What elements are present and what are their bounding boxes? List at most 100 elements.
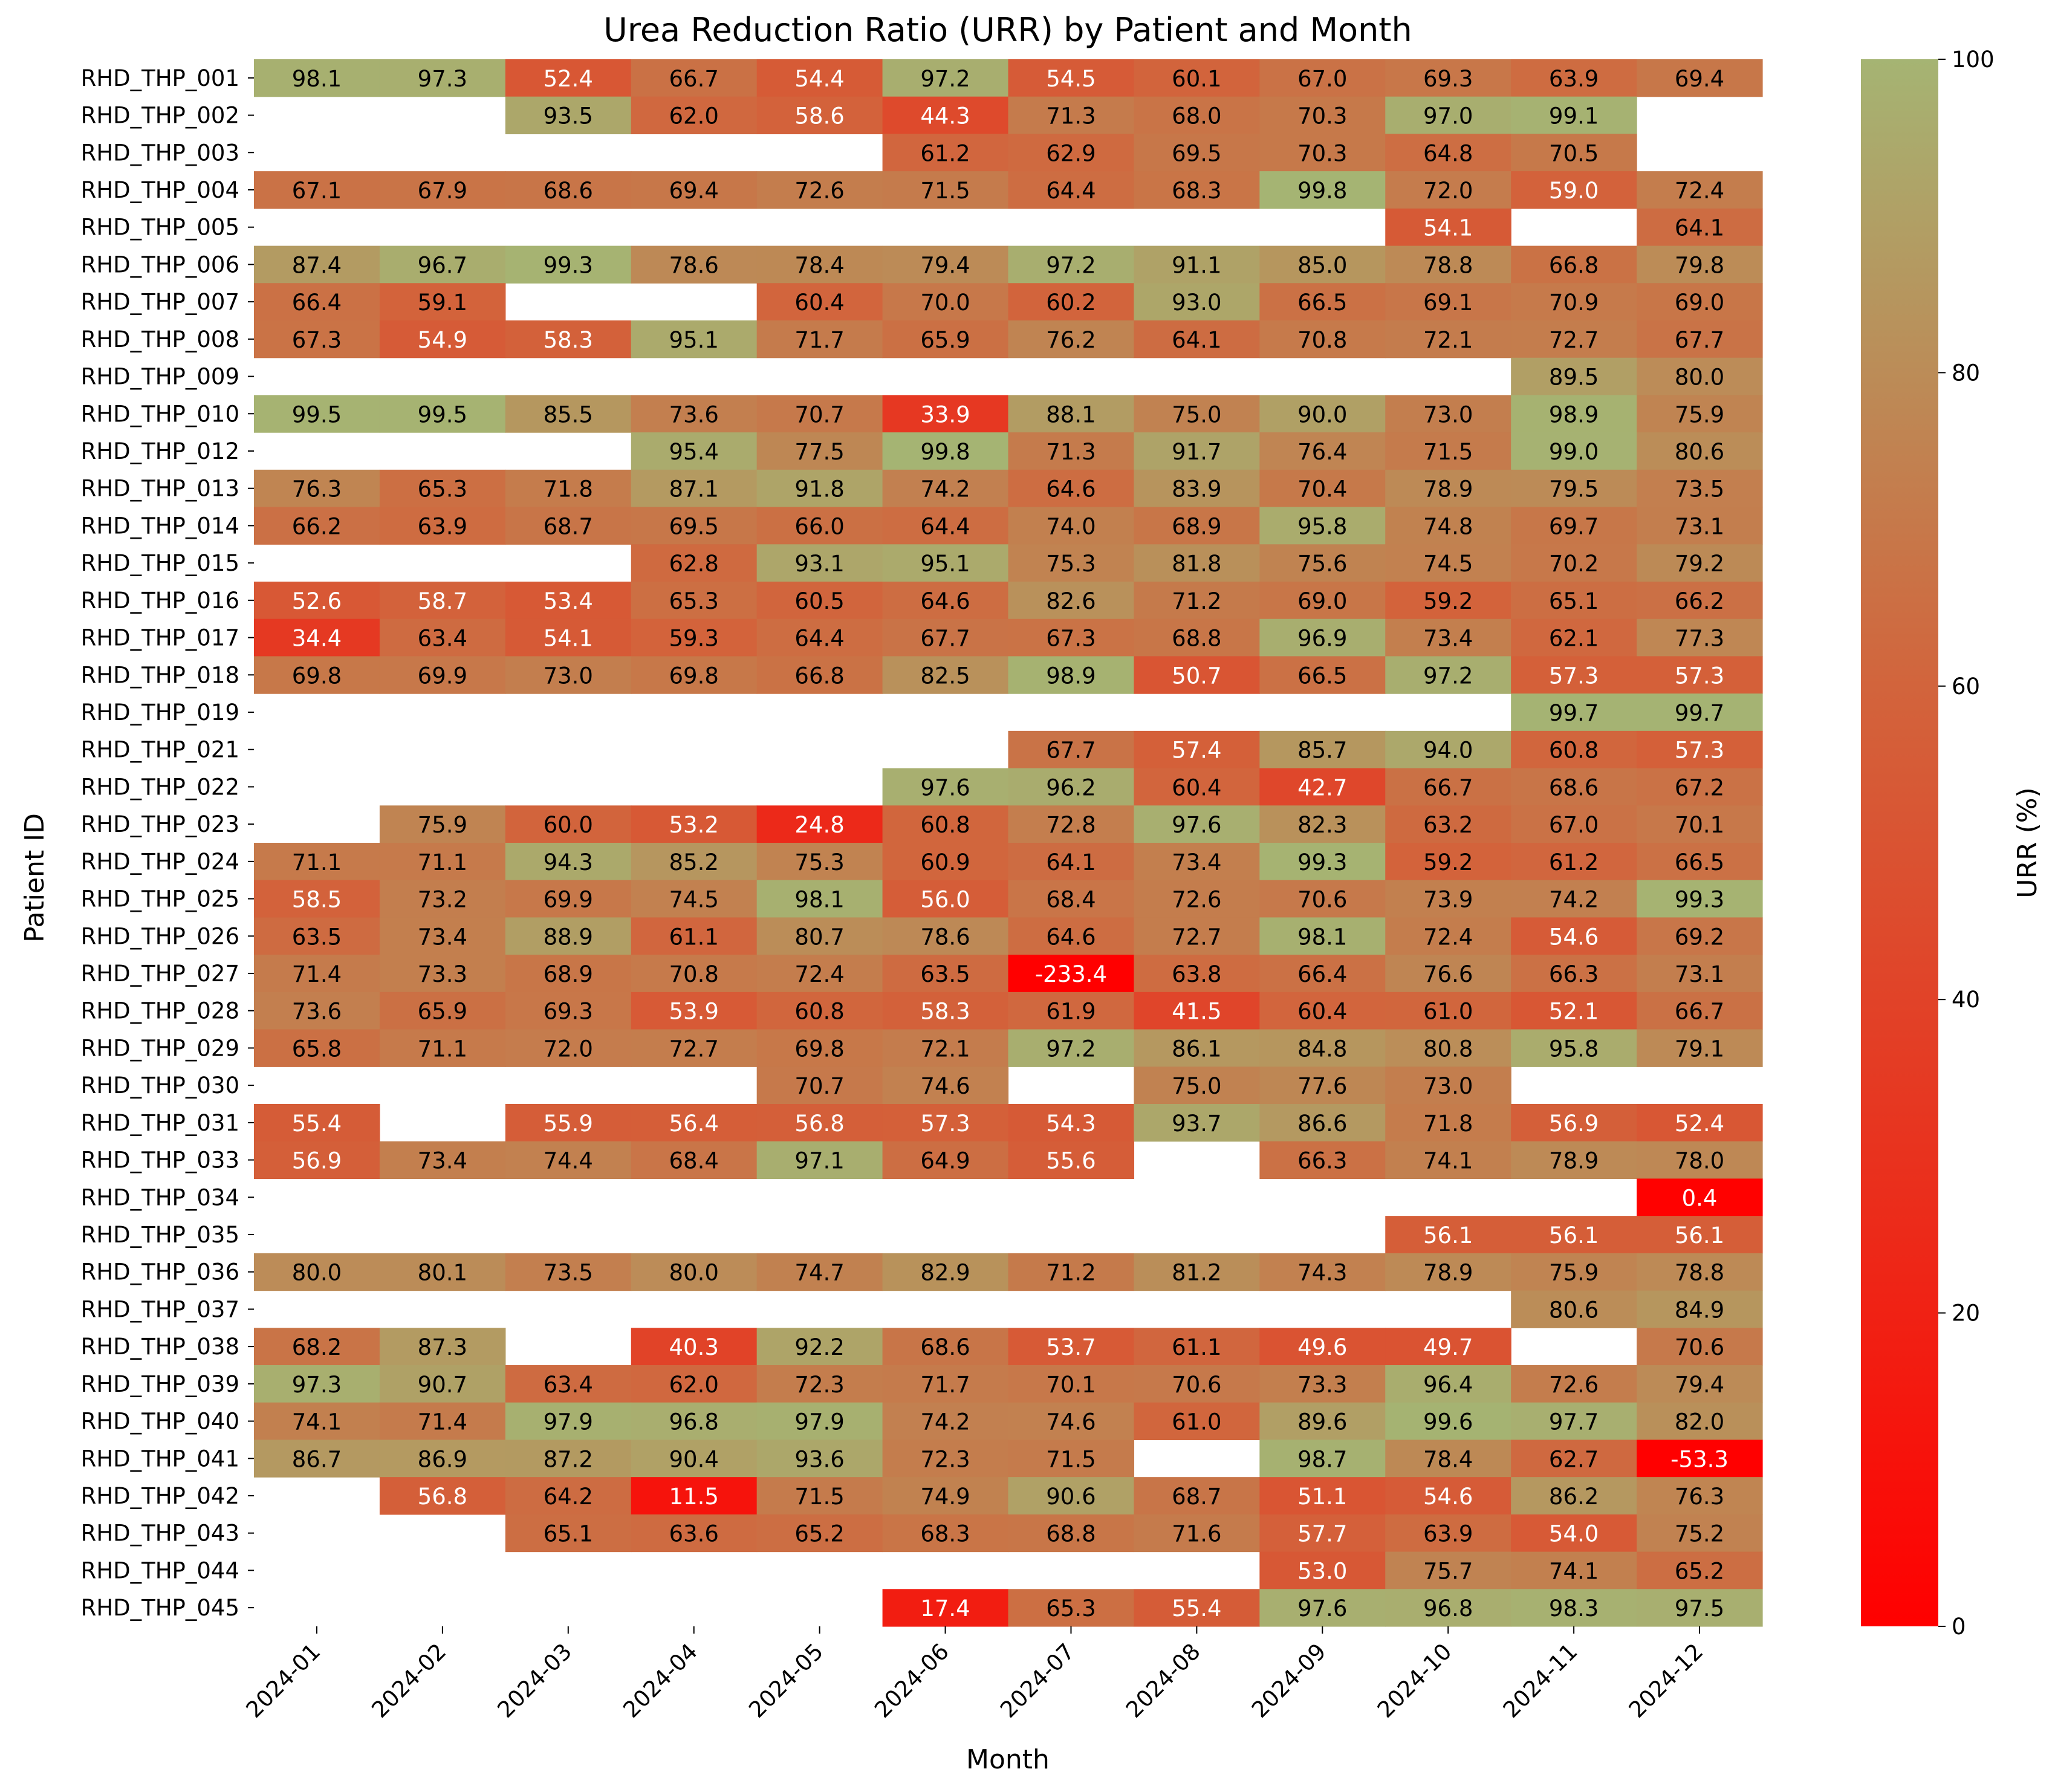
heatmap-cell bbox=[1134, 656, 1260, 694]
heatmap-cell bbox=[505, 880, 632, 918]
cell-value-label: 79.2 bbox=[1675, 551, 1724, 577]
cell-value-label: 99.5 bbox=[418, 401, 467, 427]
heatmap-cell bbox=[1637, 544, 1763, 582]
heatmap-cell bbox=[1385, 1216, 1511, 1254]
heatmap-cell bbox=[631, 1141, 758, 1180]
cell-value-label: 65.3 bbox=[1046, 1596, 1096, 1622]
cell-value-label: 61.2 bbox=[920, 140, 970, 166]
heatmap-cell bbox=[379, 805, 506, 843]
cell-value-label: 72.0 bbox=[1423, 178, 1473, 204]
heatmap-cell bbox=[756, 843, 883, 881]
cell-value-label: 72.1 bbox=[920, 1036, 970, 1062]
heatmap-cell bbox=[1134, 730, 1260, 769]
heatmap-cell bbox=[1637, 320, 1763, 359]
cell-value-label: 75.6 bbox=[1297, 551, 1347, 577]
heatmap-cell bbox=[1008, 1365, 1135, 1403]
heatmap-cell bbox=[756, 1402, 883, 1441]
cell-value-label: 68.7 bbox=[544, 513, 593, 539]
cell-value-label: 60.8 bbox=[794, 999, 844, 1025]
cell-value-label: 74.3 bbox=[1297, 1260, 1347, 1286]
heatmap-cell bbox=[254, 955, 380, 993]
cell-value-label: 87.1 bbox=[669, 476, 719, 502]
heatmap-cell bbox=[1511, 880, 1637, 918]
heatmap-cell bbox=[1385, 1066, 1511, 1105]
cell-value-label: 74.5 bbox=[669, 887, 719, 913]
cell-value-label: 75.9 bbox=[1549, 1260, 1599, 1286]
heatmap-cell bbox=[1134, 507, 1260, 545]
heatmap-cell bbox=[1511, 1402, 1637, 1441]
heatmap-cell bbox=[631, 1365, 758, 1403]
heatmap-cell bbox=[1008, 96, 1135, 135]
row-tick-label: RHD_THP_003 bbox=[81, 140, 239, 166]
heatmap-cell bbox=[882, 245, 1009, 284]
heatmap-cell bbox=[1511, 1104, 1637, 1142]
heatmap-cell bbox=[1008, 544, 1135, 582]
cell-value-label: 69.2 bbox=[1675, 924, 1724, 950]
cell-value-label: 68.3 bbox=[920, 1521, 970, 1547]
row-tick-label: RHD_THP_016 bbox=[81, 588, 239, 614]
cell-value-label: 90.0 bbox=[1297, 401, 1347, 427]
cell-value-label: 64.6 bbox=[1046, 924, 1096, 950]
heatmap-cell bbox=[1511, 245, 1637, 284]
cell-value-label: 68.6 bbox=[1549, 774, 1599, 800]
heatmap-cell bbox=[1637, 1365, 1763, 1403]
cell-value-label: 70.8 bbox=[1297, 327, 1347, 353]
cell-value-label: 63.5 bbox=[292, 924, 342, 950]
heatmap-cell bbox=[1511, 1440, 1637, 1478]
heatmap-cell bbox=[1637, 768, 1763, 806]
cell-value-label: 70.5 bbox=[1549, 140, 1599, 166]
cell-value-label: 66.8 bbox=[794, 663, 844, 689]
heatmap-cell bbox=[631, 59, 758, 97]
cell-value-label: 82.6 bbox=[1046, 588, 1096, 614]
heatmap-cell bbox=[756, 1477, 883, 1515]
cell-value-label: 44.3 bbox=[920, 103, 970, 129]
heatmap-cell bbox=[254, 1328, 380, 1366]
cell-value-label: 88.9 bbox=[544, 924, 593, 950]
heatmap-cell bbox=[379, 1440, 506, 1478]
cell-value-label: 49.7 bbox=[1423, 1334, 1473, 1360]
heatmap-cell bbox=[882, 1440, 1009, 1478]
heatmap-cell bbox=[882, 96, 1009, 135]
heatmap-cell bbox=[1134, 1328, 1260, 1366]
heatmap-cell bbox=[882, 507, 1009, 545]
cell-value-label: 55.4 bbox=[1172, 1596, 1221, 1622]
row-tick-label: RHD_THP_005 bbox=[81, 215, 239, 241]
cell-value-label: 70.3 bbox=[1297, 103, 1347, 129]
heatmap-cell bbox=[254, 1365, 380, 1403]
cell-value-label: 71.8 bbox=[1423, 1111, 1473, 1137]
cell-value-label: 73.3 bbox=[1297, 1372, 1347, 1398]
heatmap-cell bbox=[1385, 768, 1511, 806]
cell-value-label: 72.7 bbox=[1549, 327, 1599, 353]
heatmap-cell bbox=[631, 171, 758, 209]
cell-value-label: 98.1 bbox=[794, 887, 844, 913]
heatmap-cell bbox=[882, 1066, 1009, 1105]
cell-value-label: 73.0 bbox=[1423, 1073, 1473, 1099]
heatmap-cell bbox=[1637, 507, 1763, 545]
heatmap-cell bbox=[379, 1402, 506, 1441]
heatmap-cell bbox=[1511, 693, 1637, 732]
heatmap-cell bbox=[1511, 1029, 1637, 1067]
cell-value-label: 99.7 bbox=[1675, 700, 1724, 726]
heatmap-cell bbox=[631, 469, 758, 508]
cell-value-label: 73.3 bbox=[418, 961, 467, 987]
cell-value-label: 65.3 bbox=[669, 588, 719, 614]
cell-value-label: 97.2 bbox=[1423, 663, 1473, 689]
cell-value-label: 60.8 bbox=[920, 812, 970, 838]
chart-title: Urea Reduction Ratio (URR) by Patient an… bbox=[603, 11, 1412, 49]
heatmap-cell bbox=[756, 1029, 883, 1067]
heatmap-cell bbox=[1385, 1440, 1511, 1478]
cell-value-label: 93.0 bbox=[1172, 290, 1221, 316]
heatmap-cell bbox=[254, 1141, 380, 1180]
cell-value-label: 63.9 bbox=[1423, 1521, 1473, 1547]
heatmap-cell bbox=[1385, 171, 1511, 209]
cell-value-label: 66.7 bbox=[669, 66, 719, 92]
cell-value-label: 66.0 bbox=[794, 513, 844, 539]
cell-value-label: 49.6 bbox=[1297, 1334, 1347, 1360]
cell-value-label: 97.0 bbox=[1423, 103, 1473, 129]
heatmap-cell bbox=[756, 432, 883, 470]
heatmap-cell bbox=[1637, 582, 1763, 620]
row-tick-label: RHD_THP_010 bbox=[81, 401, 239, 427]
cell-value-label: 95.1 bbox=[669, 327, 719, 353]
cell-value-label: 66.2 bbox=[1675, 588, 1724, 614]
cell-value-label: 78.6 bbox=[669, 252, 719, 278]
